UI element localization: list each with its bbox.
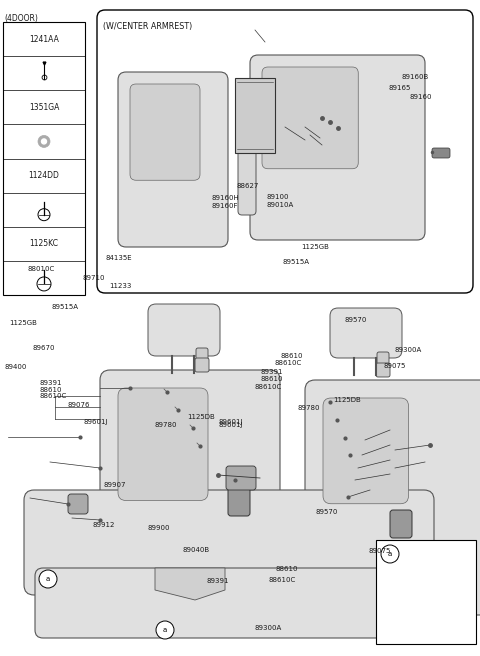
Text: 89391: 89391 (261, 369, 283, 375)
Text: 1125KC: 1125KC (29, 239, 59, 249)
Text: 89160B: 89160B (401, 74, 429, 81)
Text: 88610C: 88610C (269, 577, 296, 583)
Text: 88627: 88627 (236, 183, 259, 190)
Text: a: a (163, 627, 167, 633)
Text: 89907: 89907 (103, 482, 126, 489)
FancyBboxPatch shape (118, 72, 228, 247)
Text: 89710: 89710 (83, 275, 105, 281)
Text: 88610: 88610 (276, 566, 298, 573)
Text: 1125GB: 1125GB (301, 243, 329, 250)
FancyBboxPatch shape (195, 358, 209, 372)
Text: a: a (388, 551, 392, 557)
Text: 89076: 89076 (67, 402, 90, 409)
Text: 89515A: 89515A (51, 304, 78, 310)
Text: 89300A: 89300A (395, 347, 422, 354)
Text: 89780: 89780 (298, 405, 320, 411)
Text: 1125DB: 1125DB (334, 397, 361, 403)
Text: 88010C: 88010C (28, 266, 55, 272)
Text: (4DOOR): (4DOOR) (4, 14, 38, 23)
Text: 89160H: 89160H (211, 195, 239, 201)
Circle shape (156, 621, 174, 639)
Text: 89780: 89780 (155, 422, 177, 428)
FancyBboxPatch shape (330, 308, 402, 358)
Text: 11233: 11233 (109, 283, 132, 289)
Circle shape (38, 135, 50, 148)
FancyBboxPatch shape (35, 568, 425, 638)
Text: 89400: 89400 (5, 364, 27, 371)
Text: 88610C: 88610C (39, 393, 67, 400)
Text: 89515A: 89515A (282, 259, 309, 266)
Text: 89670: 89670 (33, 345, 55, 352)
Text: 89075: 89075 (384, 363, 407, 369)
Text: 84135E: 84135E (106, 255, 132, 262)
Circle shape (39, 570, 57, 588)
Text: 1125DB: 1125DB (187, 414, 215, 420)
FancyBboxPatch shape (68, 494, 88, 514)
Text: (W/CENTER ARMREST): (W/CENTER ARMREST) (103, 22, 192, 30)
FancyBboxPatch shape (118, 388, 208, 501)
Circle shape (41, 139, 47, 144)
Text: 89010A: 89010A (267, 201, 294, 208)
Bar (3, 22, 85, 295)
Text: 88610C: 88610C (254, 384, 282, 390)
Text: 89601J: 89601J (218, 419, 243, 426)
FancyBboxPatch shape (262, 67, 358, 169)
Text: 1351GA: 1351GA (29, 103, 59, 112)
Text: 89100: 89100 (267, 194, 289, 200)
FancyBboxPatch shape (376, 363, 390, 377)
FancyBboxPatch shape (196, 348, 208, 370)
FancyBboxPatch shape (323, 398, 408, 504)
Text: 89391: 89391 (39, 380, 62, 386)
Text: 89300A: 89300A (254, 625, 282, 631)
Text: 89075: 89075 (369, 548, 391, 554)
FancyBboxPatch shape (305, 380, 480, 615)
Text: 1125GB: 1125GB (10, 319, 37, 326)
Text: 1124DD: 1124DD (29, 171, 60, 180)
Text: 89160: 89160 (409, 94, 432, 100)
Text: 89570: 89570 (345, 317, 367, 323)
FancyBboxPatch shape (130, 84, 200, 180)
Text: 88610: 88610 (39, 386, 62, 393)
Text: 89601J: 89601J (218, 422, 243, 428)
Bar (376, 540, 476, 644)
Text: 89601J: 89601J (84, 419, 108, 426)
FancyBboxPatch shape (100, 370, 280, 620)
Text: 89160F: 89160F (211, 203, 238, 209)
Text: 1241AA: 1241AA (29, 35, 59, 43)
Polygon shape (155, 568, 225, 600)
FancyBboxPatch shape (238, 130, 256, 215)
FancyBboxPatch shape (228, 488, 250, 516)
FancyBboxPatch shape (24, 490, 434, 595)
Text: 88610C: 88610C (275, 359, 302, 366)
FancyBboxPatch shape (390, 510, 412, 538)
Text: a: a (46, 576, 50, 582)
Text: 89912: 89912 (92, 522, 115, 528)
Text: 89900: 89900 (147, 525, 170, 531)
Text: 89040B: 89040B (182, 546, 210, 553)
FancyBboxPatch shape (250, 55, 425, 240)
Text: 88610: 88610 (280, 352, 303, 359)
Text: 89570: 89570 (316, 508, 338, 515)
Text: 88610: 88610 (261, 376, 283, 382)
Text: 89165: 89165 (389, 85, 411, 91)
Bar (235, 78, 275, 153)
FancyBboxPatch shape (377, 352, 389, 374)
Text: 89391: 89391 (206, 578, 229, 584)
FancyBboxPatch shape (432, 148, 450, 158)
FancyBboxPatch shape (97, 10, 473, 293)
FancyBboxPatch shape (148, 304, 220, 356)
Circle shape (381, 545, 399, 563)
FancyBboxPatch shape (226, 466, 256, 490)
